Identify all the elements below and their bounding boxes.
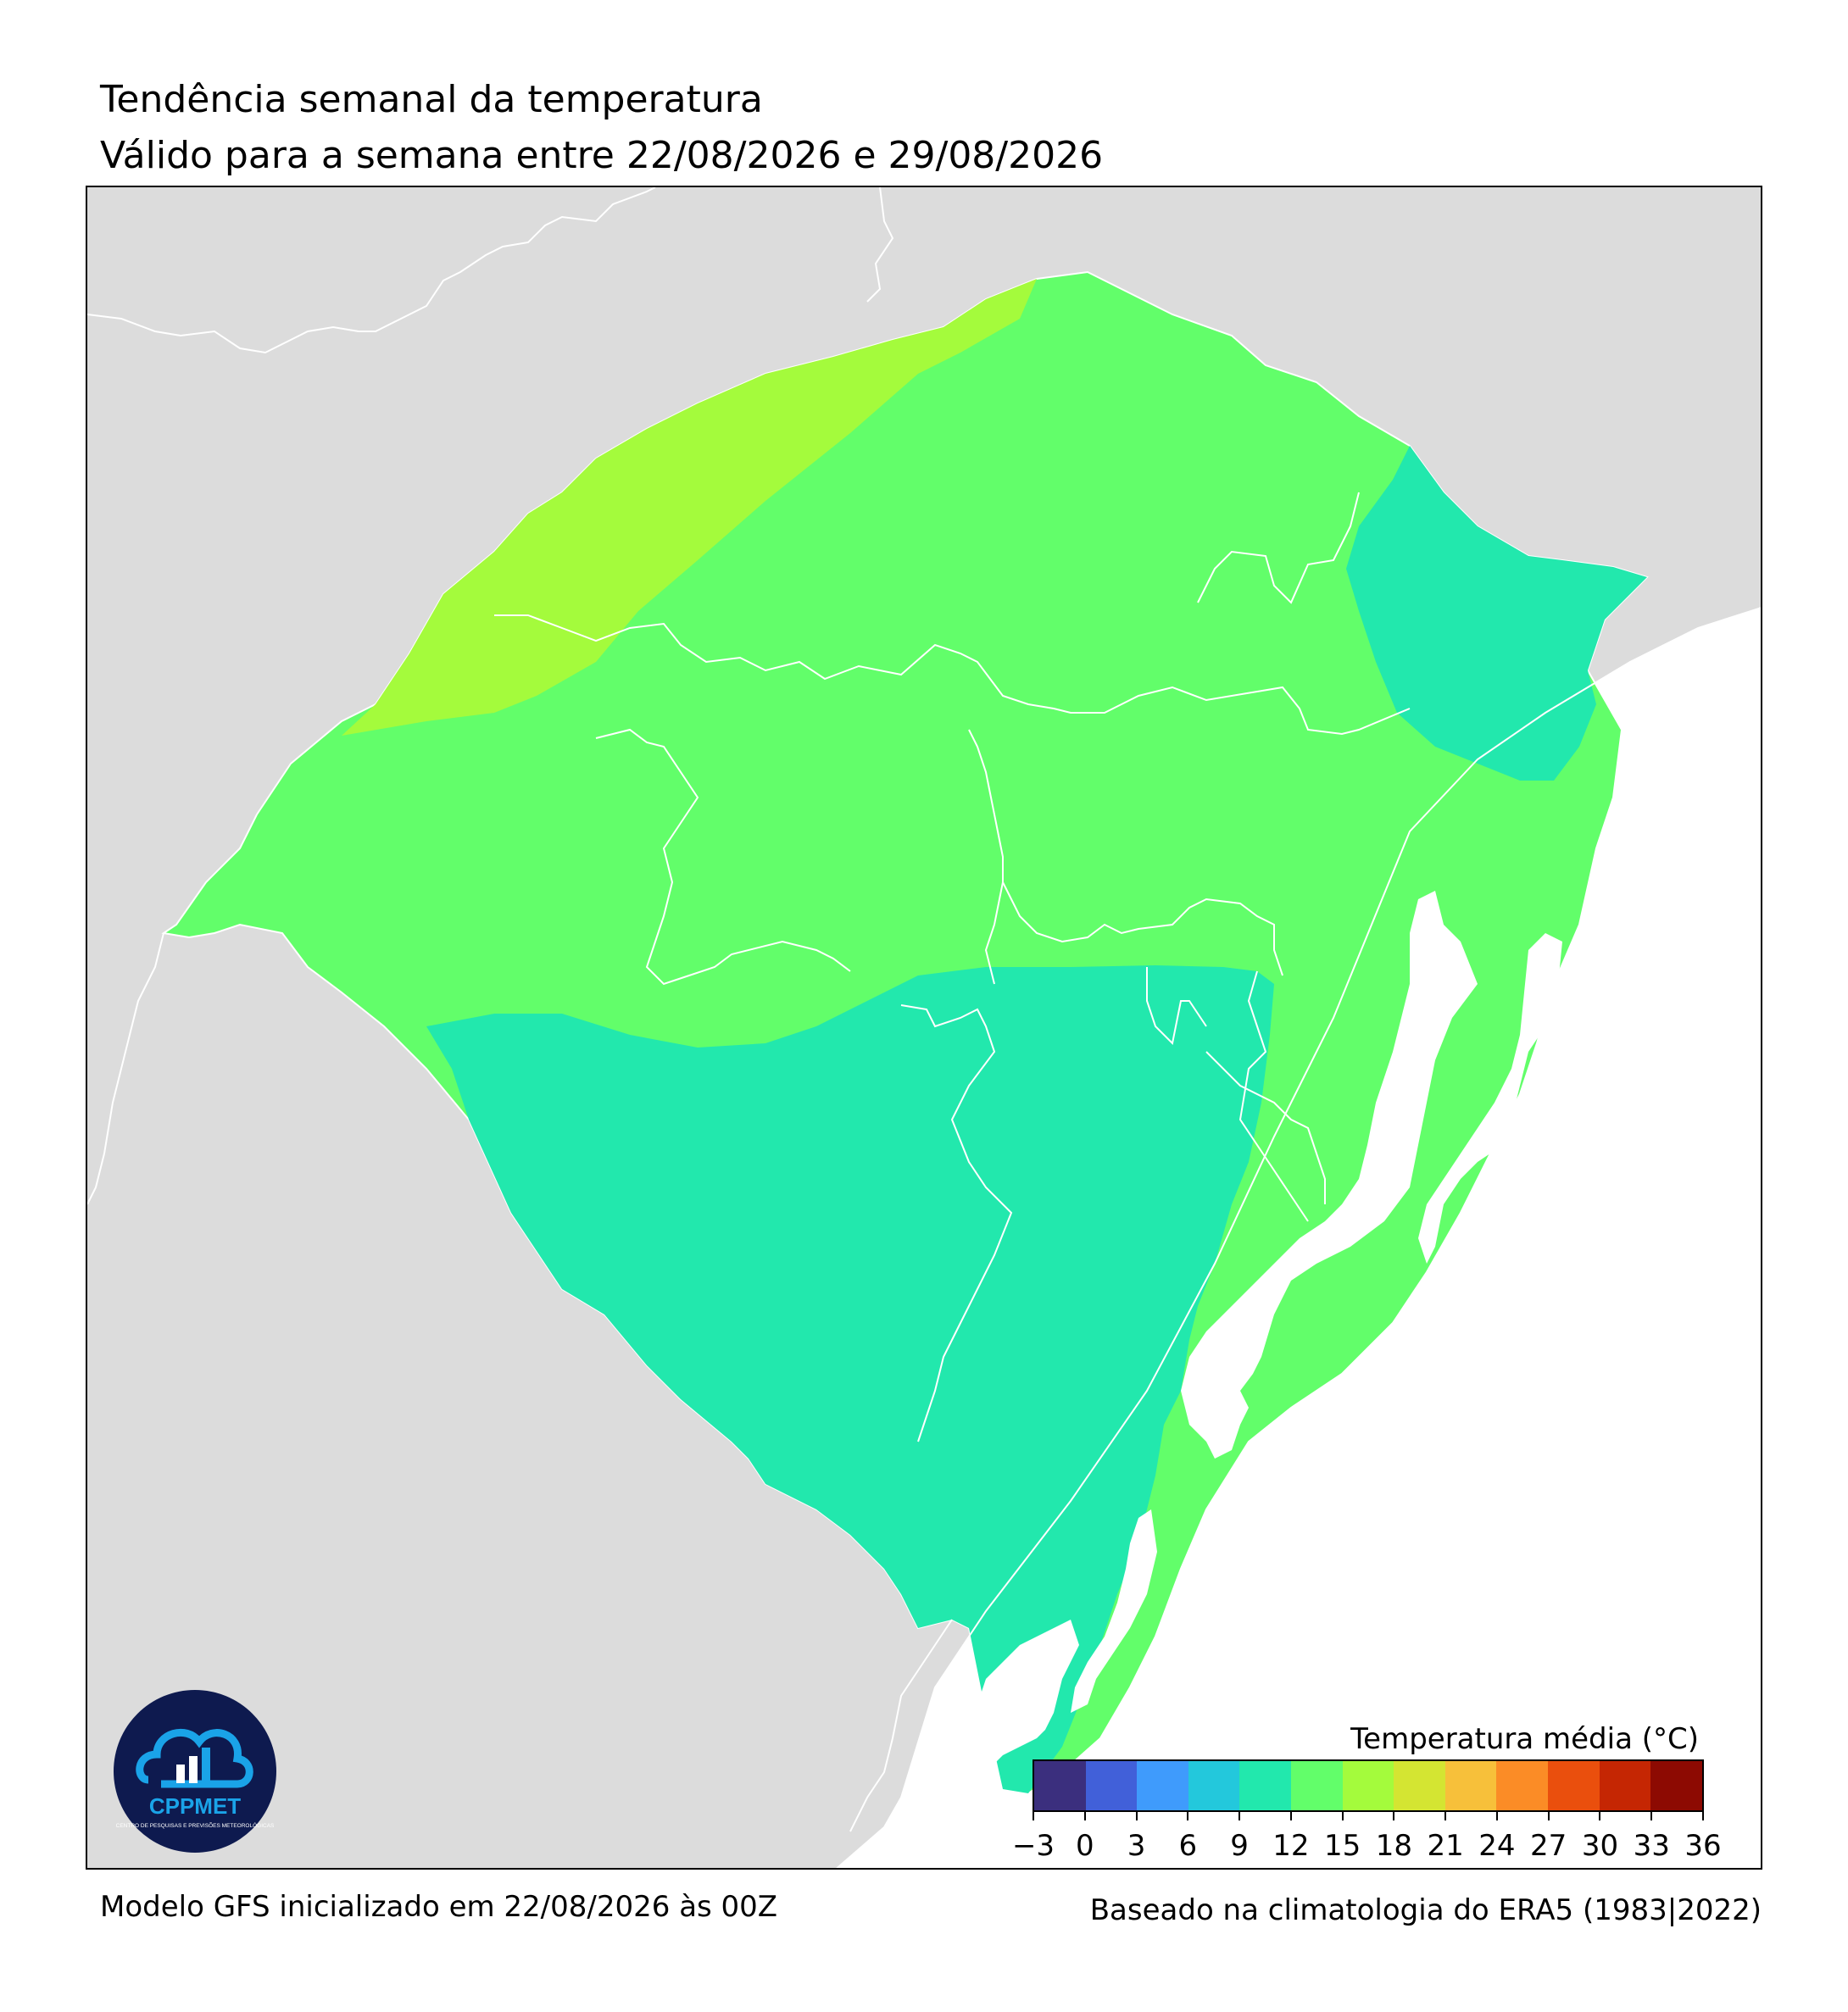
neighbor-borders <box>87 187 953 1832</box>
colorbar-tick <box>1135 1812 1138 1820</box>
colorbar-swatch <box>1342 1761 1394 1810</box>
colorbar-swatch <box>1188 1761 1240 1810</box>
colorbar-tick <box>1083 1812 1086 1820</box>
colorbar-swatch <box>1085 1761 1138 1810</box>
map-subtitle: Válido para a semana entre 22/08/2026 e … <box>100 134 1104 177</box>
colorbar-tick-label: 24 <box>1478 1829 1516 1863</box>
zone-15-18 <box>342 279 1037 736</box>
chart-bar-icon <box>176 1765 185 1783</box>
cloud-icon <box>136 1728 253 1788</box>
colorbar-tick-label: 21 <box>1427 1829 1464 1863</box>
colorbar-swatch <box>1650 1761 1702 1810</box>
map-canvas <box>87 187 1761 1868</box>
colorbar-tick <box>1702 1812 1704 1820</box>
map-frame[interactable] <box>86 186 1762 1870</box>
colorbar-tick <box>1341 1812 1344 1820</box>
coast-highlight <box>836 607 1761 1868</box>
colorbar-tick <box>1238 1812 1241 1820</box>
colorbar-tick-label: 9 <box>1230 1829 1249 1863</box>
lagoon-mirim <box>960 1620 1079 1798</box>
colorbar-tick-label: 12 <box>1272 1829 1310 1863</box>
colorbar-tick <box>1289 1812 1292 1820</box>
lagoon-south-b <box>1071 1509 1157 1713</box>
logo-text: CPPMET <box>149 1793 241 1819</box>
colorbar-swatch <box>1599 1761 1651 1810</box>
colorbar-tick <box>1495 1812 1498 1820</box>
climatology-info: Baseado na climatologia do ERA5 (1983|20… <box>1089 1893 1762 1927</box>
colorbar-swatch <box>1444 1761 1497 1810</box>
colorbar-tick-label: 33 <box>1633 1829 1670 1863</box>
model-info: Modelo GFS inicializado em 22/08/2026 às… <box>100 1890 778 1924</box>
colorbar-swatch <box>1394 1761 1445 1810</box>
region-borders <box>494 492 1411 1442</box>
colorbar-tick <box>1547 1812 1550 1820</box>
colorbar-tick <box>1599 1812 1601 1820</box>
colorbar-tick-label: 27 <box>1530 1829 1567 1863</box>
chart-bar-icon-3 <box>202 1748 210 1783</box>
colorbar-tick <box>1393 1812 1395 1820</box>
map-title: Tendência semanal da temperatura <box>100 78 763 121</box>
colorbar-tick-label: 3 <box>1127 1829 1146 1863</box>
chart-bar-icon-2 <box>189 1756 198 1783</box>
colorbar-tick-label: 0 <box>1075 1829 1094 1863</box>
colorbar-tick <box>1033 1812 1034 1820</box>
colorbar-tick-label: 36 <box>1684 1829 1722 1863</box>
colorbar-swatch <box>1548 1761 1600 1810</box>
logo-subtext: CENTRO DE PESQUISAS E PREVISÕES METEOROL… <box>116 1821 275 1829</box>
lagoon-dos-patos <box>1181 891 1478 1459</box>
lagoon-east <box>1418 933 1562 1264</box>
zone-9-12-south <box>426 965 1274 1793</box>
colorbar-swatch <box>1496 1761 1549 1810</box>
colorbar-tick-label: −3 <box>1011 1829 1055 1863</box>
colorbar-ticks: −3 0 3 6 9 12 15 18 21 24 27 30 33 36 <box>1012 1812 1722 1863</box>
colorbar-swatch <box>1291 1761 1343 1810</box>
colorbar <box>1033 1759 1704 1812</box>
cppmet-logo: CPPMET CENTRO DE PESQUISAS E PREVISÕES M… <box>110 1687 280 1856</box>
colorbar-tick-label: 6 <box>1178 1829 1198 1863</box>
colorbar-tick <box>1650 1812 1653 1820</box>
colorbar-swatch <box>1239 1761 1292 1810</box>
colorbar-tick <box>1187 1812 1189 1820</box>
legend-title: Temperatura média (°C) <box>1350 1722 1699 1756</box>
colorbar-tick-label: 30 <box>1581 1829 1619 1863</box>
colorbar-tick-label: 18 <box>1375 1829 1413 1863</box>
colorbar-tick <box>1444 1812 1447 1820</box>
colorbar-tick-label: 15 <box>1323 1829 1361 1863</box>
colorbar-swatch <box>1034 1761 1086 1810</box>
colorbar-swatch <box>1137 1761 1188 1810</box>
